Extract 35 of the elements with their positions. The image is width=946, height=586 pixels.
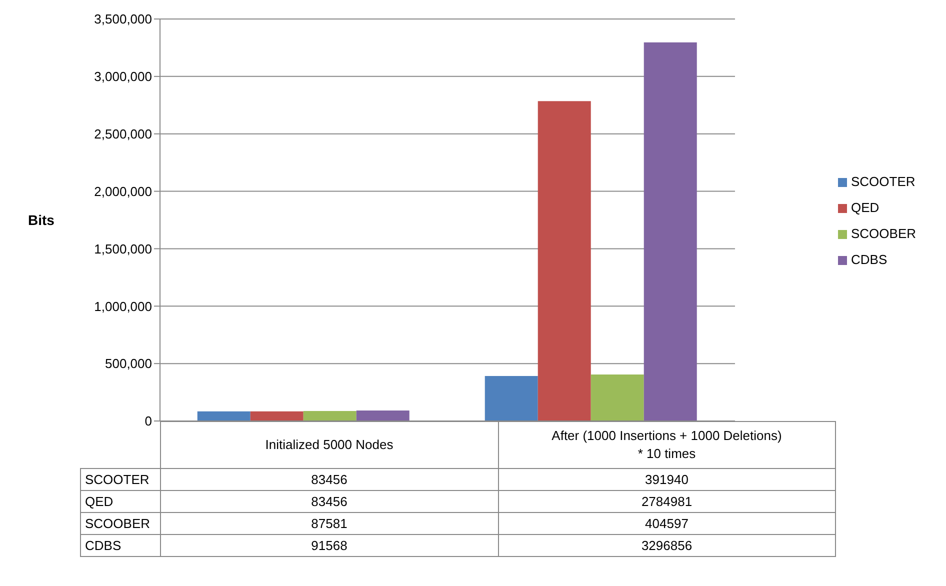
bar — [197, 411, 250, 421]
y-tick-label: 1,500,000 — [94, 241, 152, 256]
x-tick-label: After (1000 Insertions + 1000 Deletions) * 10 times — [498, 421, 836, 469]
y-tick-label: 3,500,000 — [94, 12, 152, 27]
legend-label: SCOOTER — [851, 174, 916, 188]
x-tick-label: Initialized 5000 Nodes — [160, 421, 498, 469]
data-label: 91568 — [160, 534, 498, 557]
bar — [250, 411, 304, 421]
y-tick-label: 1,000,000 — [94, 298, 152, 314]
y-tick-label: 2,000,000 — [94, 184, 152, 199]
text: QED — [85, 494, 114, 509]
data-label: 391940 — [498, 468, 836, 491]
bar — [644, 42, 697, 421]
data-label: 2784981 — [498, 490, 836, 513]
data-label: 83456 — [160, 490, 498, 513]
y-axis-title: Bits — [28, 212, 55, 228]
y-tick-label: 2,500,000 — [94, 126, 152, 142]
data-label: 404597 — [498, 512, 836, 535]
data-label: 87581 — [160, 512, 498, 535]
text: CDBS — [85, 538, 122, 553]
bar — [538, 101, 591, 421]
bar — [356, 410, 410, 421]
text: SCOOTER — [85, 472, 150, 487]
bar — [484, 376, 538, 421]
y-tick-label: 3,000,000 — [94, 69, 152, 84]
legend-label: QED — [851, 200, 880, 214]
legend-label: CDBS — [851, 252, 888, 266]
data-label: 3296856 — [498, 534, 836, 557]
data-label: 83456 — [160, 468, 498, 491]
legend-label: SCOOBER — [851, 226, 916, 240]
bar — [590, 374, 644, 421]
y-tick-label: 500,000 — [105, 356, 152, 372]
bar — [303, 410, 356, 421]
y-tick-label: 0 — [144, 414, 152, 429]
text: SCOOBER — [85, 516, 150, 531]
